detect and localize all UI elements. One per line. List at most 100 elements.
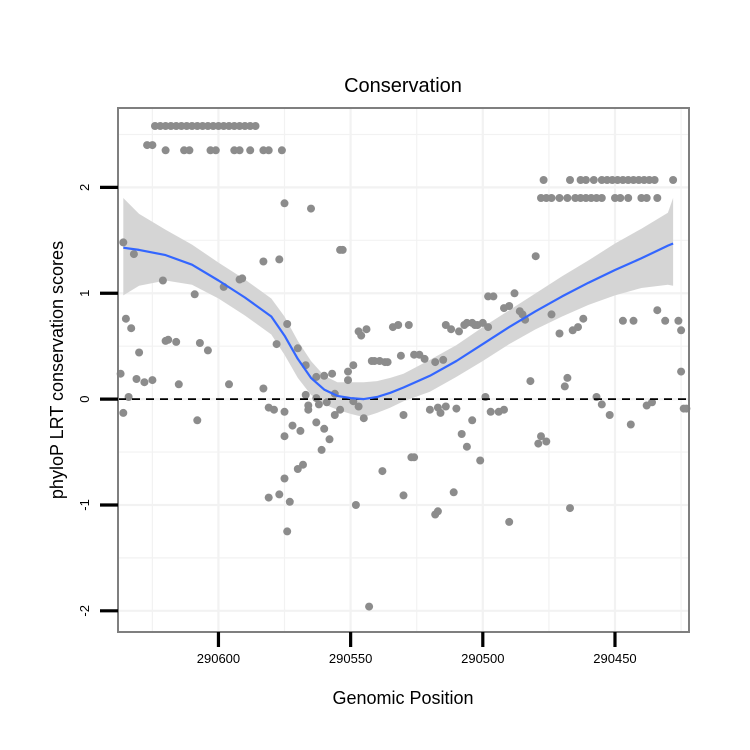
y-tick-label: 1	[77, 290, 92, 297]
y-tick-label: 2	[77, 184, 92, 191]
data-point	[677, 326, 686, 335]
data-point	[650, 176, 659, 184]
data-point	[259, 257, 268, 266]
data-point	[563, 373, 572, 382]
data-point	[301, 390, 310, 399]
data-point	[674, 316, 683, 325]
data-point	[195, 339, 204, 347]
data-point	[489, 292, 498, 301]
data-point	[396, 351, 405, 360]
data-point	[624, 194, 633, 202]
data-point	[280, 474, 289, 483]
data-point	[328, 369, 337, 378]
smooth-line	[123, 242, 674, 401]
chart-title: Conservation	[344, 75, 462, 97]
data-point	[555, 194, 564, 202]
data-point	[505, 517, 514, 526]
data-point	[161, 146, 170, 155]
data-point	[669, 176, 678, 184]
data-point	[484, 323, 493, 332]
data-point	[431, 358, 440, 367]
data-point	[132, 375, 141, 383]
data-point	[312, 372, 321, 381]
data-point	[597, 400, 606, 409]
data-point	[280, 199, 289, 208]
data-point	[185, 146, 194, 155]
data-point	[330, 411, 339, 419]
data-point	[344, 367, 352, 376]
x-tick-label: 290450	[593, 651, 636, 666]
data-point	[296, 426, 305, 435]
data-point	[648, 398, 656, 407]
y-axis-title: phyloP LRT conservation scores	[47, 241, 67, 499]
data-point	[547, 194, 556, 202]
x-axis: 290600 290550 290500 290450	[197, 632, 637, 666]
data-point	[272, 340, 281, 349]
data-point	[359, 414, 368, 423]
data-point	[420, 354, 429, 363]
y-axis: -2 -1 0 1 2	[77, 184, 118, 617]
data-point	[399, 411, 408, 419]
x-tick-label: 290550	[329, 651, 372, 666]
data-point	[246, 146, 255, 155]
data-point	[394, 321, 403, 329]
data-point	[505, 302, 514, 310]
data-point	[404, 321, 413, 329]
data-point	[344, 376, 352, 385]
data-point	[449, 488, 458, 497]
data-point	[203, 346, 212, 355]
data-point	[537, 432, 545, 441]
smooth-line-layer	[123, 242, 674, 401]
data-point	[270, 405, 278, 414]
data-point	[135, 348, 144, 357]
data-point	[259, 384, 268, 393]
data-point	[618, 316, 627, 325]
data-point	[581, 176, 590, 184]
data-point	[579, 314, 588, 323]
x-tick-label: 290500	[461, 651, 504, 666]
data-point	[312, 418, 321, 427]
data-point	[433, 507, 442, 516]
confidence-ribbon	[123, 198, 674, 418]
data-point	[320, 371, 329, 380]
data-point	[563, 194, 572, 202]
data-point	[129, 250, 138, 259]
data-point	[574, 323, 582, 332]
y-tick-label: -1	[77, 499, 92, 511]
data-point	[653, 194, 662, 202]
panel-border	[117, 107, 690, 633]
data-point	[547, 310, 556, 319]
data-point	[288, 421, 297, 430]
data-point	[277, 146, 286, 155]
data-point	[140, 378, 149, 387]
data-point	[190, 290, 199, 299]
data-point	[304, 405, 313, 414]
data-point	[317, 445, 326, 454]
data-point	[476, 456, 485, 465]
data-point	[560, 382, 569, 391]
data-point	[425, 405, 434, 414]
data-point	[441, 402, 450, 411]
data-point	[542, 437, 551, 446]
data-point	[399, 491, 408, 500]
data-point	[293, 344, 302, 353]
data-point	[539, 176, 548, 184]
data-point	[280, 407, 289, 416]
data-point	[349, 361, 358, 370]
data-point	[616, 194, 625, 202]
data-point	[510, 289, 519, 298]
y-tick-label: -2	[77, 605, 92, 617]
data-point	[299, 460, 307, 469]
data-point	[653, 306, 662, 315]
data-point	[455, 327, 463, 336]
data-point	[500, 405, 508, 414]
x-tick-label: 290600	[197, 651, 240, 666]
data-point	[534, 439, 543, 448]
data-point	[526, 377, 535, 386]
data-point	[566, 504, 574, 513]
data-point	[121, 314, 130, 323]
data-point	[320, 424, 329, 433]
data-point	[462, 442, 471, 451]
data-point	[164, 335, 173, 344]
